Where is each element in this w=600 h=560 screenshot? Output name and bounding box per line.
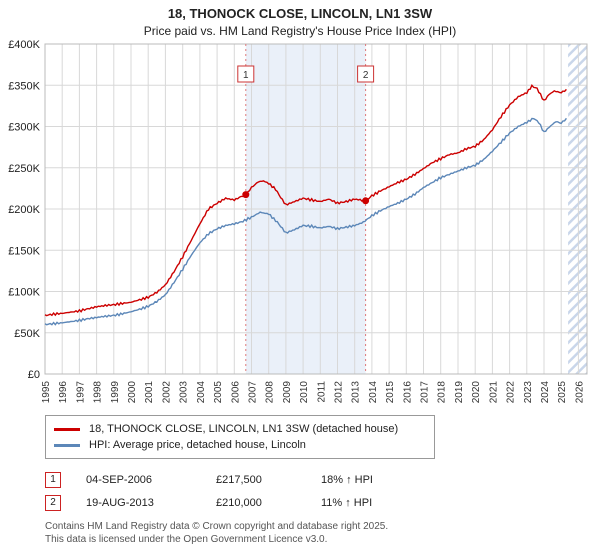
x-axis-tick-label: 2017 bbox=[420, 381, 431, 404]
sale-marker-number: 1 bbox=[243, 70, 249, 81]
y-axis-tick-label: £50K bbox=[14, 328, 40, 340]
sale-point-dot bbox=[242, 191, 250, 199]
x-axis-tick-label: 2022 bbox=[506, 381, 517, 404]
property-series-line bbox=[44, 83, 567, 317]
x-axis-tick-label: 2009 bbox=[282, 381, 293, 404]
x-axis-tick-label: 2015 bbox=[385, 381, 396, 404]
legend-item-hpi: HPI: Average price, detached house, Linc… bbox=[54, 437, 426, 453]
x-axis-tick-label: 2026 bbox=[574, 381, 585, 404]
legend-swatch-hpi bbox=[54, 443, 80, 447]
sale-marker-box bbox=[237, 65, 255, 83]
legend-label-hpi: HPI: Average price, detached house, Linc… bbox=[89, 439, 306, 451]
x-axis-tick-label: 2024 bbox=[540, 381, 551, 404]
transaction-2-price: £210,000 bbox=[216, 496, 262, 509]
page-subtitle: Price paid vs. HM Land Registry's House … bbox=[143, 24, 457, 38]
x-axis-tick-label: 2020 bbox=[471, 381, 482, 404]
table-row: 2 19-AUG-2013 £210,000 11% ↑ HPI bbox=[45, 491, 600, 514]
legend-swatch-property bbox=[54, 427, 80, 431]
y-axis-tick-label: £150K bbox=[8, 245, 40, 257]
y-axis-tick-label: £400K bbox=[8, 39, 40, 51]
x-axis-tick-label: 2000 bbox=[127, 381, 138, 404]
footer-line-1: Contains HM Land Registry data © Crown c… bbox=[45, 521, 389, 532]
legend-item-property: 18, THONOCK CLOSE, LINCOLN, LN1 3SW (det… bbox=[54, 421, 426, 437]
price-chart: 1 2 £0 £50K £100K £150K £200K £250K £300K £350K £4… bbox=[0, 38, 600, 413]
x-axis-tick-label: 2023 bbox=[523, 381, 534, 404]
transaction-2-hpi: 11% ↑ HPI bbox=[321, 496, 373, 509]
x-axis-tick-label: 2011 bbox=[316, 381, 327, 403]
footer-line-2: This data is licensed under the Open Gov… bbox=[45, 533, 328, 545]
x-axis-tick-label: 2007 bbox=[248, 381, 259, 404]
y-axis-tick-label: £350K bbox=[8, 80, 40, 92]
x-axis-tick-label: 2012 bbox=[334, 381, 345, 404]
x-axis-tick-label: 2016 bbox=[402, 381, 413, 404]
transaction-2-marker: 2 bbox=[45, 494, 61, 511]
x-axis-tick-label: 2003 bbox=[179, 381, 190, 404]
license-footer: Contains HM Land Registry data © Crown c… bbox=[45, 521, 600, 546]
x-axis-tick-label: 2025 bbox=[557, 381, 568, 404]
sale-point-dot bbox=[362, 197, 370, 205]
transaction-1-date: 04-SEP-2006 bbox=[86, 473, 153, 486]
legend-label-property: 18, THONOCK CLOSE, LINCOLN, LN1 3SW (det… bbox=[89, 423, 399, 435]
x-axis-tick-label: 2018 bbox=[437, 381, 448, 404]
hpi-series-line bbox=[44, 117, 567, 326]
x-axis-tick-label: 2006 bbox=[230, 381, 241, 404]
transaction-table: 1 04-SEP-2006 £217,500 18% ↑ HPI 2 19-AU… bbox=[45, 468, 600, 514]
x-axis-tick-label: 2010 bbox=[299, 381, 310, 404]
page-title: 18, THONOCK CLOSE, LINCOLN, LN1 3SW bbox=[167, 6, 433, 21]
transaction-2-date: 19-AUG-2013 bbox=[86, 496, 154, 509]
x-axis-tick-label: 2013 bbox=[351, 381, 362, 404]
plot-border bbox=[44, 43, 588, 375]
sale-marker-box bbox=[357, 65, 375, 83]
x-axis-tick-label: 1998 bbox=[93, 381, 104, 404]
x-axis-tick-label: 2019 bbox=[454, 381, 465, 404]
transaction-1-marker: 1 bbox=[45, 471, 61, 488]
y-axis-tick-label: £100K bbox=[8, 287, 40, 299]
x-axis-tick-label: 2005 bbox=[213, 381, 224, 404]
x-axis-tick-label: 1997 bbox=[75, 381, 86, 404]
x-axis-tick-label: 1999 bbox=[110, 381, 121, 404]
x-axis-tick-label: 2021 bbox=[488, 381, 499, 404]
transaction-1-hpi: 18% ↑ HPI bbox=[321, 473, 373, 486]
table-row: 1 04-SEP-2006 £217,500 18% ↑ HPI bbox=[45, 468, 600, 491]
x-axis-tick-label: 1995 bbox=[41, 381, 52, 404]
y-axis-tick-label: £0 bbox=[28, 369, 40, 381]
x-axis-tick-label: 2004 bbox=[196, 381, 207, 404]
chart-svg: 1 2 £0 £50K £100K £150K £200K £250K £300K £350K £4… bbox=[8, 39, 588, 404]
chart-header: 18, THONOCK CLOSE, LINCOLN, LN1 3SW Pric… bbox=[0, 0, 600, 38]
x-axis-tick-label: 1996 bbox=[58, 381, 69, 404]
x-axis-tick-label: 2001 bbox=[144, 381, 155, 404]
y-axis-tick-label: £250K bbox=[8, 163, 40, 175]
chart-legend: 18, THONOCK CLOSE, LINCOLN, LN1 3SW (det… bbox=[45, 415, 435, 459]
sale-marker-number: 2 bbox=[363, 70, 369, 81]
transaction-1-price: £217,500 bbox=[216, 473, 262, 486]
x-axis-tick-label: 2014 bbox=[368, 381, 379, 404]
x-axis-tick-label: 2008 bbox=[265, 381, 276, 404]
x-axis-tick-label: 2002 bbox=[161, 381, 172, 404]
y-axis-tick-label: £300K bbox=[8, 122, 40, 134]
y-axis-tick-label: £200K bbox=[8, 204, 40, 216]
